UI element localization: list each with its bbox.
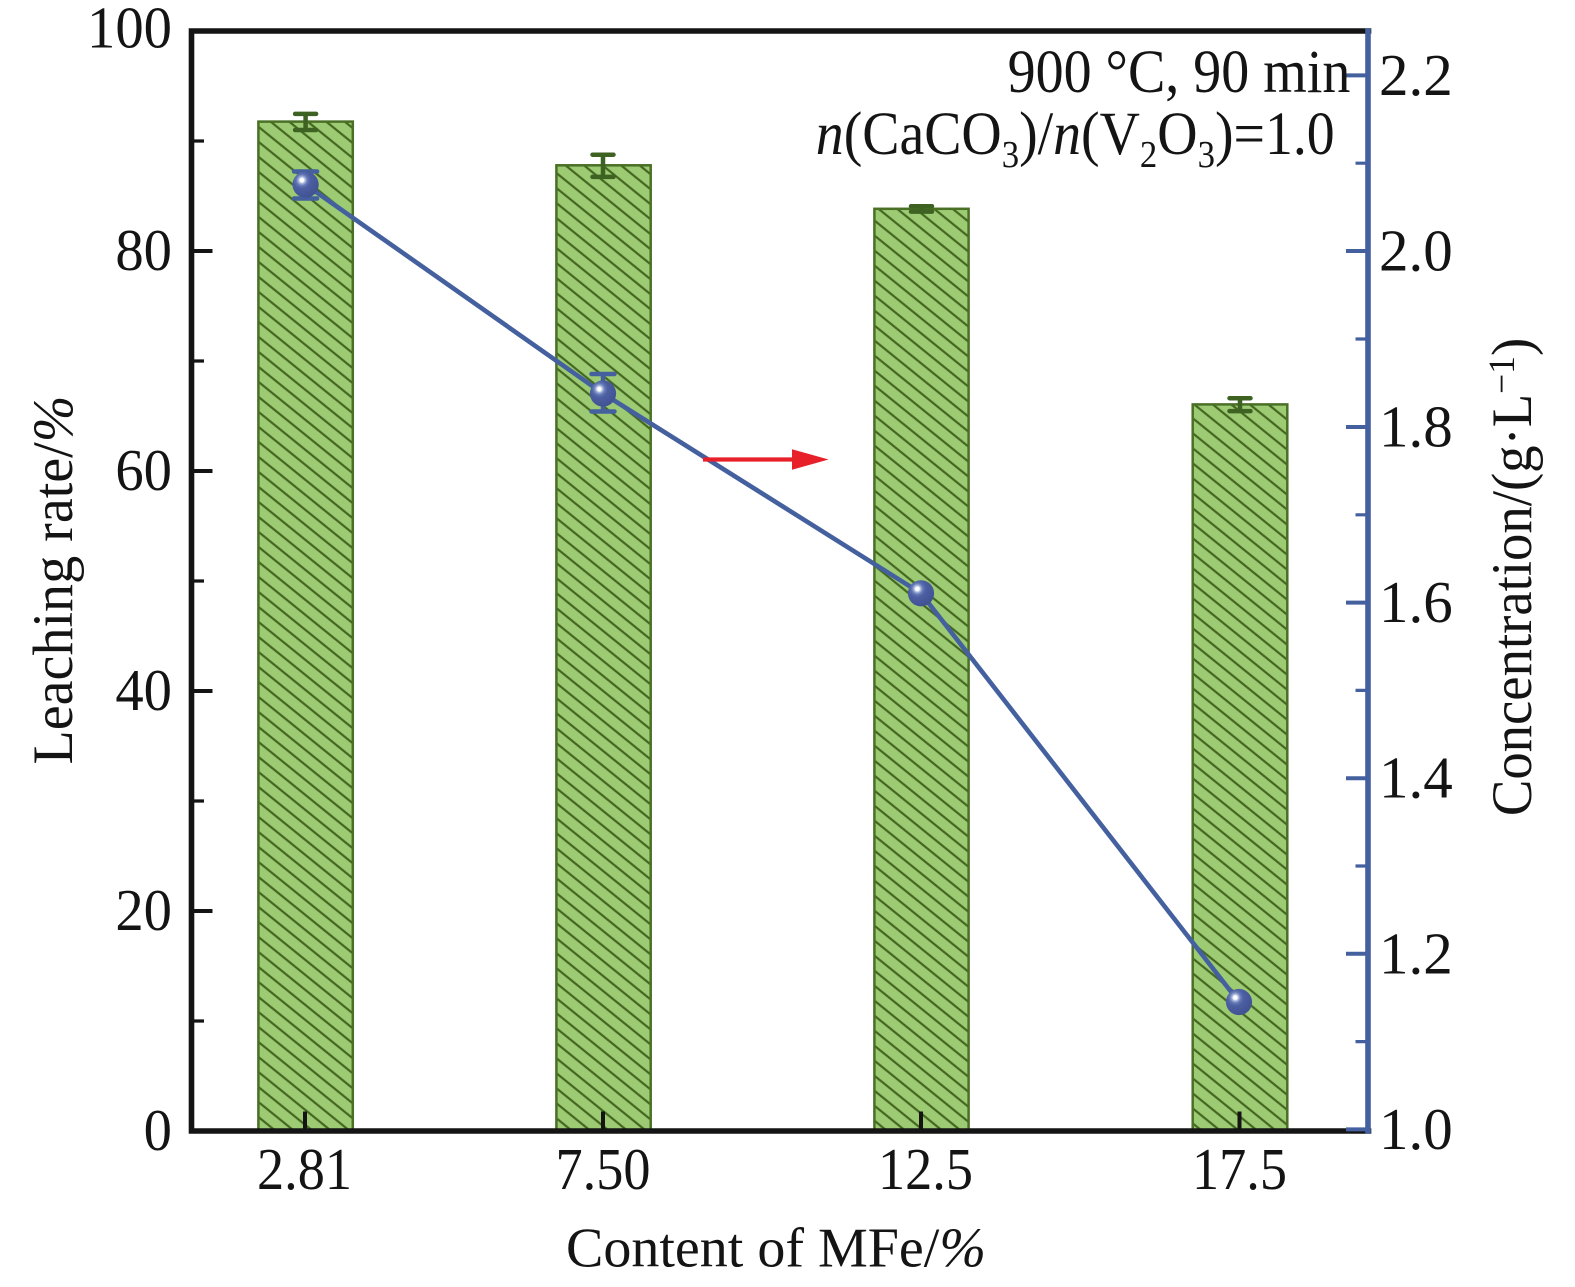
svg-text:20: 20: [115, 877, 172, 943]
svg-text:2.2: 2.2: [1379, 42, 1453, 108]
svg-text:1.2: 1.2: [1379, 920, 1453, 986]
svg-text:Leaching rate/%: Leaching rate/%: [23, 396, 85, 765]
svg-text:1.4: 1.4: [1379, 745, 1453, 811]
svg-text:80: 80: [115, 217, 172, 283]
svg-text:Concentration/(g·L−1): Concentration/(g·L−1): [1481, 338, 1544, 816]
svg-text:n(CaCO3)/n(V2O3)=1.0: n(CaCO3)/n(V2O3)=1.0: [816, 100, 1335, 175]
svg-text:12.5: 12.5: [878, 1137, 973, 1203]
svg-text:2.81: 2.81: [257, 1137, 352, 1203]
svg-text:17.5: 17.5: [1192, 1137, 1287, 1203]
svg-text:1.0: 1.0: [1379, 1096, 1453, 1162]
svg-text:7.50: 7.50: [556, 1137, 651, 1203]
svg-text:900 °C, 90 min: 900 °C, 90 min: [1008, 38, 1351, 106]
svg-text:40: 40: [115, 657, 172, 723]
svg-text:60: 60: [115, 437, 172, 503]
svg-text:100: 100: [87, 0, 172, 61]
svg-text:1.8: 1.8: [1379, 394, 1453, 460]
svg-text:1.6: 1.6: [1379, 569, 1453, 635]
svg-text:0: 0: [144, 1097, 172, 1163]
svg-text:Content of MFe/%: Content of MFe/%: [566, 1218, 986, 1280]
svg-text:2.0: 2.0: [1379, 218, 1453, 284]
